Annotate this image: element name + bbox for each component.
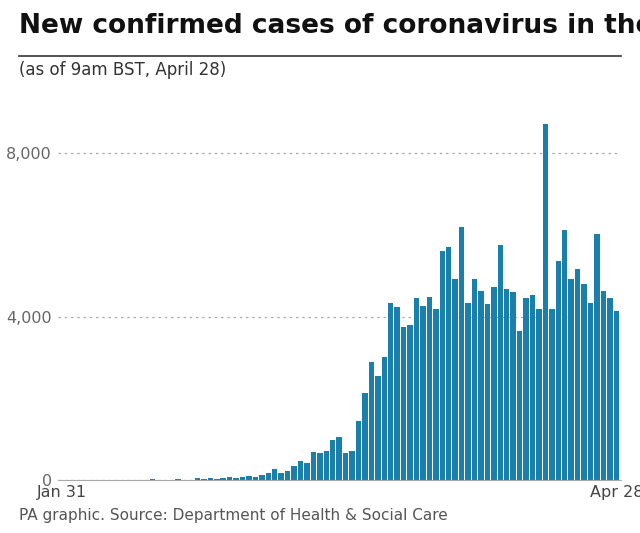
Bar <box>207 478 213 480</box>
Bar <box>220 478 226 480</box>
Bar <box>530 295 535 480</box>
Bar <box>472 279 477 480</box>
Bar <box>337 438 342 480</box>
Bar <box>497 245 503 480</box>
Bar <box>375 376 381 480</box>
Bar <box>446 247 451 480</box>
Bar <box>459 227 465 480</box>
Bar <box>240 477 245 480</box>
Bar <box>394 306 400 480</box>
Bar <box>266 473 271 480</box>
Bar <box>291 466 297 480</box>
Bar <box>536 309 541 480</box>
Bar <box>452 279 458 480</box>
Bar <box>491 287 497 480</box>
Bar <box>543 124 548 480</box>
Bar <box>234 478 239 480</box>
Text: PA graphic. Source: Department of Health & Social Care: PA graphic. Source: Department of Health… <box>19 508 448 523</box>
Bar <box>369 362 374 480</box>
Bar <box>465 303 471 480</box>
Bar <box>304 463 310 480</box>
Bar <box>484 304 490 480</box>
Bar <box>517 332 522 480</box>
Bar <box>362 393 368 480</box>
Bar <box>330 440 335 480</box>
Bar <box>420 306 426 480</box>
Bar <box>614 311 619 480</box>
Text: (as of 9am BST, April 28): (as of 9am BST, April 28) <box>19 61 227 79</box>
Bar <box>310 452 316 480</box>
Bar <box>440 252 445 480</box>
Bar <box>246 477 252 480</box>
Bar <box>259 475 264 480</box>
Bar <box>511 292 516 480</box>
Bar <box>601 292 606 480</box>
Bar <box>343 453 348 480</box>
Bar <box>227 477 232 480</box>
Bar <box>588 303 593 480</box>
Bar <box>575 269 580 480</box>
Bar <box>381 357 387 480</box>
Bar <box>427 296 432 480</box>
Bar <box>433 309 438 480</box>
Bar <box>388 303 394 480</box>
Text: New confirmed cases of coronavirus in the UK: New confirmed cases of coronavirus in th… <box>19 13 640 39</box>
Bar <box>195 478 200 480</box>
Bar <box>272 470 278 480</box>
Bar <box>349 451 355 480</box>
Bar <box>317 454 323 480</box>
Bar <box>201 479 207 480</box>
Bar <box>594 233 600 480</box>
Bar <box>278 473 284 480</box>
Bar <box>581 284 587 480</box>
Bar <box>607 297 612 480</box>
Bar <box>478 292 484 480</box>
Bar <box>285 471 291 480</box>
Bar <box>504 289 509 480</box>
Bar <box>568 279 574 480</box>
Bar <box>324 450 329 480</box>
Bar <box>214 479 220 480</box>
Bar <box>549 309 555 480</box>
Bar <box>562 230 568 480</box>
Bar <box>524 298 529 480</box>
Bar <box>253 478 258 480</box>
Bar <box>401 327 406 480</box>
Bar <box>298 461 303 480</box>
Bar <box>556 261 561 480</box>
Bar <box>407 325 413 480</box>
Bar <box>356 422 361 480</box>
Bar <box>414 298 419 480</box>
